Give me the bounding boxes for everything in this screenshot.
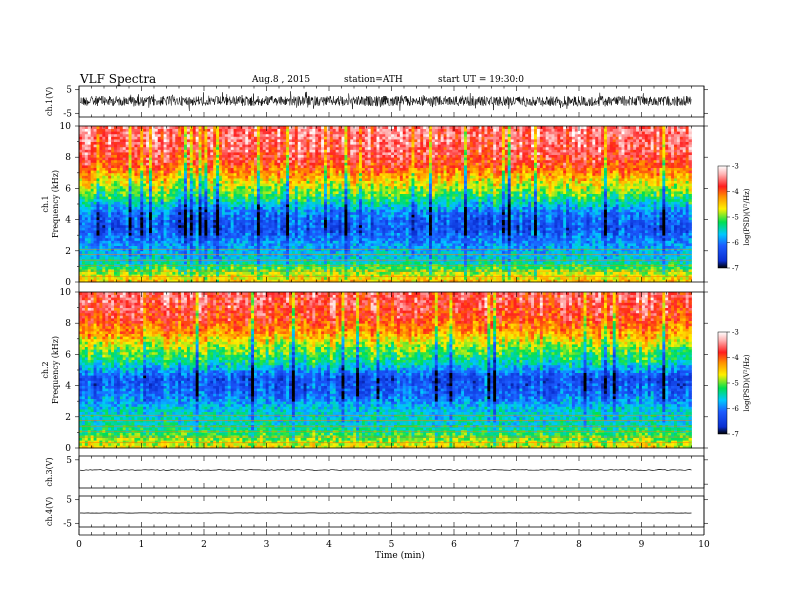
ch1-waveform-ytick-label: 5 <box>66 86 72 96</box>
ch1-spectrogram-ylabel: Frequency (kHz) <box>51 170 60 238</box>
ch1-waveform-ytick-label: -5 <box>63 109 72 119</box>
time-axis-tick-label: 6 <box>451 540 457 550</box>
header-station: station=ATH <box>344 75 403 85</box>
ch1-spectrogram-colorbar <box>718 166 727 268</box>
time-axis-tick-label: 3 <box>264 540 270 550</box>
ch2-spectrogram-ytick-label: 6 <box>65 350 71 360</box>
time-axis-tick-label: 10 <box>698 540 710 550</box>
figure-title: VLF Spectra <box>79 72 156 86</box>
ch4-waveform-trace <box>80 513 692 514</box>
time-axis-tick-label: 2 <box>201 540 207 550</box>
vlf-spectra-figure: VLF Spectra Aug.8 , 2015 station=ATH sta… <box>0 0 792 612</box>
ch3-waveform-ytick-label: 5 <box>66 456 72 466</box>
header-start-time: start UT = 19:30:0 <box>438 75 524 85</box>
ch1-spectrogram-colorbar-tick-label: -4 <box>732 188 739 196</box>
time-axis-tick-label: 7 <box>514 540 520 550</box>
time-axis-tick-label: 1 <box>139 540 145 550</box>
ch4-waveform-ytick-label: 5 <box>66 496 72 506</box>
ch2-spectrogram-ytick-label: 2 <box>65 413 71 423</box>
ch1-waveform-ylabel: ch.1(V) <box>45 87 54 116</box>
ch1-spectrogram-ytick-label: 0 <box>65 278 71 288</box>
ch2-spectrogram-ytick-label: 8 <box>65 319 71 329</box>
ch2-spectrogram-panel: 0 2 4 6 8 10 ch.2 Frequency (kHz) -3 -4 -5 -6 -7 log(… <box>41 288 751 454</box>
ch2-spectrogram-colorbar-tick-label: -4 <box>732 354 739 362</box>
header-date: Aug.8 , 2015 <box>251 75 310 85</box>
ch4-waveform-panel: 5 -5 ch.4(V) <box>45 496 708 530</box>
ch1-spectrogram-ytick-label: 2 <box>65 247 71 257</box>
ch1-spectrogram-ytick-label: 10 <box>60 122 72 132</box>
ch2-spectrogram-colorbar-tick-label: -6 <box>732 405 739 413</box>
ch1-spectrogram-ytick-label: 4 <box>65 216 71 226</box>
time-axis-tick-label: 0 <box>76 540 82 550</box>
ch1-spectrogram-colorbar-label: log(PSD)(V²/Hz) <box>743 188 751 245</box>
ch1-waveform-panel: 5 -5 ch.1(V) <box>45 86 708 120</box>
ch1-spectrogram-colorbar-tick-label: -3 <box>732 163 739 171</box>
ch3-waveform-trace <box>80 469 692 471</box>
ch1-spectrogram-colorbar-tick-label: -7 <box>732 265 739 273</box>
x-axis-label: Time (min) <box>375 550 425 561</box>
ch4-waveform-ylabel: ch.4(V) <box>45 497 54 526</box>
ch1-spectrogram-colorbar-tick-label: -5 <box>732 214 739 222</box>
ch1-spectrogram-ytick-label: 6 <box>65 184 71 194</box>
ch1-spectrogram-ytick-label: 8 <box>65 153 71 163</box>
ch1-spectrogram-channel-label: ch.1 <box>41 195 50 212</box>
ch1-waveform-trace <box>80 91 692 111</box>
time-axis-tick-label: 8 <box>576 540 582 550</box>
ch3-waveform-ylabel: ch.3(V) <box>45 457 54 486</box>
time-axis-tick-label: 4 <box>326 540 332 550</box>
ch4-waveform-ytick-label: -5 <box>63 519 72 529</box>
ch2-spectrogram-colorbar-label: log(PSD)(V²/Hz) <box>743 354 751 411</box>
time-axis-tick-label: 9 <box>639 540 645 550</box>
ch2-spectrogram-colorbar-tick-label: -7 <box>732 431 739 439</box>
ch2-spectrogram-cells <box>79 292 692 448</box>
time-axis-tick-label: 5 <box>389 540 395 550</box>
ch3-waveform-panel: 5 ch.3(V) <box>45 456 708 488</box>
ch2-spectrogram-ytick-label: 10 <box>60 288 72 298</box>
ch2-spectrogram-ylabel: Frequency (kHz) <box>51 336 60 404</box>
ch2-spectrogram-ytick-label: 4 <box>65 382 71 392</box>
ch2-spectrogram-colorbar <box>718 332 727 434</box>
ch1-spectrogram-cells <box>79 126 692 282</box>
ch2-spectrogram-colorbar-tick-label: -5 <box>732 380 739 388</box>
ch2-spectrogram-colorbar-tick-label: -3 <box>732 329 739 337</box>
ch2-spectrogram-ytick-label: 0 <box>65 444 71 454</box>
ch1-spectrogram-colorbar-tick-label: -6 <box>732 239 739 247</box>
ch2-spectrogram-channel-label: ch.2 <box>41 361 50 378</box>
ch1-spectrogram-panel: 0 2 4 6 8 10 ch.1 Frequency (kHz) -3 -4 -5 -6 -7 log(… <box>41 122 751 288</box>
